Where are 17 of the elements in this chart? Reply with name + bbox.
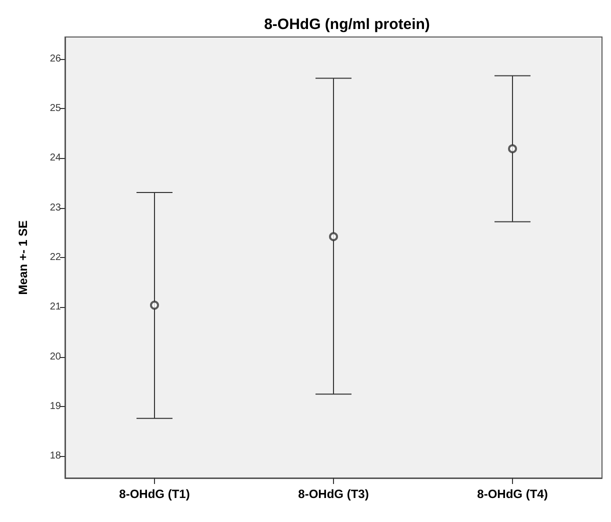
point <box>150 300 159 310</box>
x-tick-label: 8-OHdG (T4) <box>477 487 548 501</box>
y-axis-title: Mean +- 1 SE <box>16 220 30 295</box>
y-tick-label: 24 <box>50 152 62 164</box>
point <box>508 144 517 154</box>
y-tick-label: 22 <box>50 252 62 263</box>
y-tick-label: 18 <box>50 450 62 462</box>
x-tick-label: 8-OHdG (T3) <box>298 487 369 501</box>
point <box>329 232 338 242</box>
y-tick-label: 23 <box>50 202 62 214</box>
chart-title: 8-OHdG (ng/ml protein) <box>264 16 430 33</box>
y-tick-label: 21 <box>50 302 62 313</box>
y-tick-label: 20 <box>50 351 62 362</box>
y-tick-label: 26 <box>50 53 62 64</box>
y-tick-label: 25 <box>50 103 62 114</box>
y-tick-label: 19 <box>50 400 62 412</box>
x-tick-label: 8-OHdG (T1) <box>119 487 190 501</box>
